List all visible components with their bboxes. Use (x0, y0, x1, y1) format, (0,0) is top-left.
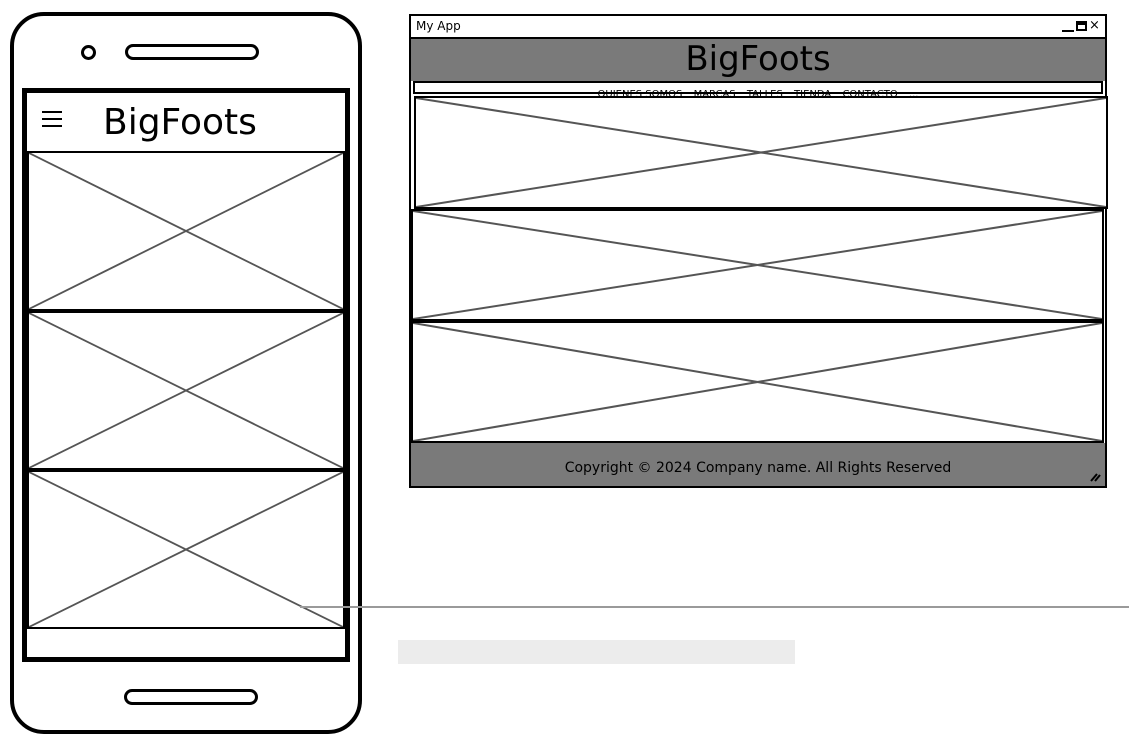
phone-frame (10, 12, 362, 734)
window-titlebar[interactable]: My App × (411, 16, 1105, 39)
close-icon[interactable]: × (1089, 18, 1100, 33)
image-placeholder-icon (413, 211, 1102, 319)
desktop-image-placeholder (414, 96, 1108, 209)
maximize-icon[interactable] (1076, 21, 1087, 31)
connector-line (300, 606, 1129, 608)
mobile-image-placeholder (27, 151, 345, 311)
phone-speaker-icon (125, 44, 259, 60)
nav-item-tienda[interactable]: TIENDA (794, 89, 832, 100)
resize-grip-icon[interactable] (1089, 470, 1101, 482)
desktop-image-placeholder (411, 321, 1104, 443)
mobile-header: BigFoots (27, 93, 345, 153)
minimize-icon[interactable] (1062, 20, 1074, 32)
image-placeholder-icon (29, 313, 343, 468)
window-controls: × (1062, 18, 1100, 34)
mobile-screen: BigFoots (22, 88, 350, 662)
placeholder-bar (398, 640, 795, 664)
desktop-site-title: BigFoots (685, 39, 831, 79)
nav-item-marcas[interactable]: MARCAS (693, 89, 736, 100)
mobile-image-placeholder (27, 311, 345, 470)
desktop-footer: Copyright © 2024 Company name. All Right… (411, 443, 1105, 486)
image-placeholder-icon (29, 153, 343, 309)
nav-item-more[interactable]: ... (908, 89, 919, 100)
phone-camera-icon (81, 45, 96, 60)
image-placeholder-icon (416, 98, 1106, 207)
image-placeholder-icon (29, 472, 343, 627)
nav-item-quienes-somos[interactable]: QUIENES SOMOS (597, 89, 683, 100)
desktop-nav-bar: QUIENES SOMOS MARCAS TALLES TIENDA CONTA… (413, 81, 1103, 100)
image-placeholder-icon (413, 323, 1102, 441)
window-title: My App (416, 19, 461, 33)
phone-home-button[interactable] (124, 689, 258, 705)
nav-item-contacto[interactable]: CONTACTO (842, 89, 898, 100)
mobile-site-title: BigFoots (103, 102, 257, 143)
footer-copyright: Copyright © 2024 Company name. All Right… (564, 460, 952, 476)
desktop-header: BigFoots (411, 39, 1105, 81)
mobile-image-placeholder (27, 470, 345, 629)
nav-item-talles[interactable]: TALLES (746, 89, 783, 100)
desktop-image-placeholder (411, 209, 1104, 321)
desktop-window: My App × BigFoots QUIENES SOMOS MARCAS T… (409, 14, 1108, 488)
hamburger-menu-icon[interactable] (42, 111, 64, 129)
